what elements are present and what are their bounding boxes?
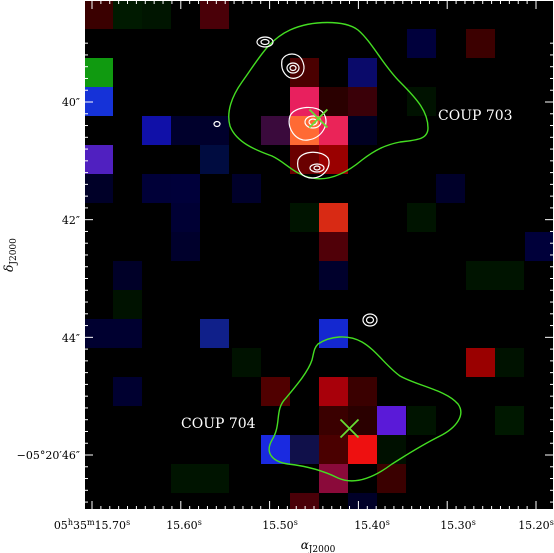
marker-coup-703	[308, 108, 329, 129]
marker-coup-704	[339, 418, 360, 439]
axis-ticks	[84, 0, 554, 510]
x-tick-label-15-40: 15.40s	[354, 518, 390, 532]
x-tick-label-15-20: 15.20s	[518, 518, 554, 532]
y-tick-label-40: 40″	[62, 96, 80, 109]
y-tick-label-46: −05°20′46″	[17, 449, 80, 462]
x-tick-label-15-70: 05h35m15.70s	[54, 518, 130, 532]
outer-contour-coup-703	[228, 21, 429, 180]
source-label-coup-703: COUP 703	[438, 108, 513, 124]
y-tick-label-42: 42″	[62, 214, 80, 227]
x-tick-label-15-50: 15.50s	[262, 518, 298, 532]
y-axis-title: δJ2000	[2, 238, 19, 272]
outer-contour-coup-704	[268, 336, 462, 482]
y-tick-label-44: 44″	[62, 332, 80, 345]
x-tick-label-15-30: 15.30s	[440, 518, 476, 532]
source-label-coup-704: COUP 704	[181, 416, 256, 432]
image-pixels	[84, 0, 554, 510]
x-tick-label-15-60: 15.60s	[166, 518, 202, 532]
x-axis-title: αJ2000	[301, 538, 336, 553]
